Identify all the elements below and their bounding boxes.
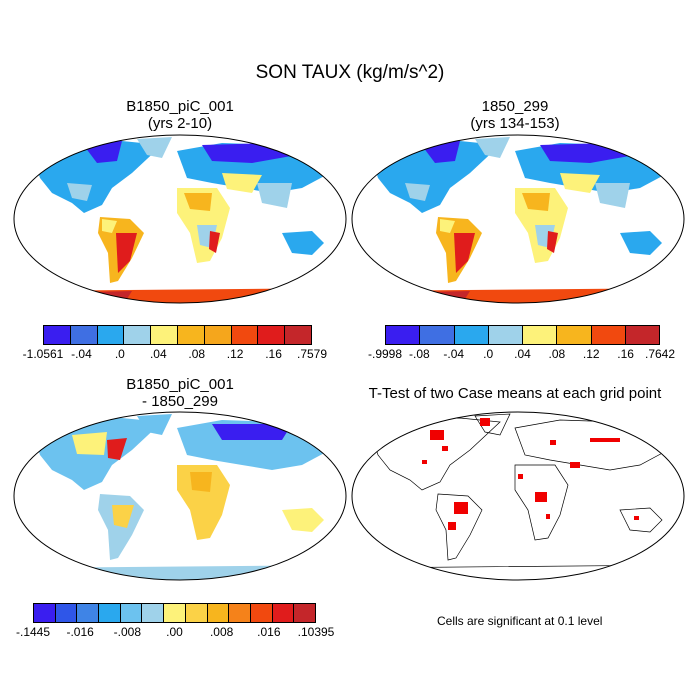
- panel1-land: [14, 137, 346, 303]
- panel1-colorbar: [43, 325, 312, 345]
- colorbar-label: -.1445: [15, 625, 51, 639]
- colorbar-segment: [124, 326, 152, 344]
- colorbar-label: -.04: [443, 347, 465, 361]
- colorbar-segment: [591, 326, 626, 344]
- colorbar-label: .04: [514, 347, 531, 361]
- colorbar-segment: [177, 326, 205, 344]
- colorbar-segment: [285, 326, 311, 344]
- panel1-map-outline: [13, 134, 347, 304]
- panel4-title-line1: T-Test of two Case means at each grid po…: [368, 385, 662, 402]
- panel3-map-outline: [13, 411, 347, 581]
- colorbar-segment: [523, 326, 558, 344]
- colorbar-segment: [250, 604, 273, 622]
- colorbar-label: .7579: [296, 347, 328, 361]
- colorbar-segment: [44, 326, 71, 344]
- colorbar-segment: [185, 604, 208, 622]
- panel4-title: T-Test of two Case means at each grid po…: [340, 385, 690, 402]
- colorbar-label: -.04: [71, 347, 92, 361]
- panel4-coastlines: [352, 413, 684, 580]
- colorbar-label: -.08: [409, 347, 430, 361]
- panel4-significant-cells: [422, 418, 639, 530]
- panel2-title: 1850_299 (yrs 134-153): [390, 98, 640, 132]
- colorbar-segment: [151, 326, 178, 344]
- colorbar-label: -.008: [113, 625, 142, 639]
- colorbar-segment: [97, 326, 125, 344]
- panel2-colorbar: [385, 325, 660, 345]
- colorbar-label: .0: [483, 347, 494, 361]
- colorbar-label: .04: [149, 347, 167, 361]
- colorbar-label: -.9998: [367, 347, 403, 361]
- colorbar-segment: [99, 604, 121, 622]
- colorbar-label: .12: [582, 347, 600, 361]
- colorbar-label: .0: [114, 347, 125, 361]
- colorbar-label: .08: [188, 347, 206, 361]
- panel3-colorbar: [33, 603, 316, 623]
- colorbar-segment: [207, 604, 230, 622]
- significance-note: Cells are significant at 0.1 level: [437, 614, 603, 628]
- panel3-colorbar-labels: -.1445 -.016 -.008 .00 .008 .016 .10395: [16, 625, 334, 639]
- colorbar-segment: [294, 604, 315, 622]
- panel2-map: [351, 134, 685, 304]
- colorbar-segment: [231, 326, 259, 344]
- panel1-title: B1850_piC_001 (yrs 2-10): [60, 98, 300, 132]
- panel3-title-line2: - 1850_299: [142, 393, 218, 410]
- colorbar-segment: [272, 604, 295, 622]
- panel3-map: [13, 411, 347, 581]
- colorbar-segment: [55, 604, 78, 622]
- colorbar-label: .16: [617, 347, 634, 361]
- colorbar-segment: [204, 326, 232, 344]
- panel2-title-line1: 1850_299: [481, 98, 549, 115]
- panel2-land: [352, 137, 684, 303]
- panel3-title: B1850_piC_001 - 1850_299: [60, 376, 300, 410]
- panel3-title-line1: B1850_piC_001: [126, 376, 234, 393]
- panel2-colorbar-labels: -.9998 -.08 -.04 .0 .04 .08 .12 .16 .7642: [368, 347, 675, 361]
- colorbar-segment: [77, 604, 100, 622]
- panel1-title-line1: B1850_piC_001: [126, 98, 234, 115]
- panel2-map-outline: [351, 134, 685, 304]
- panel1-colorbar-labels: -1.0561 -.04 .0 .04 .08 .12 .16 .7579: [23, 347, 327, 361]
- colorbar-label: .008: [209, 625, 234, 639]
- colorbar-label: .00: [166, 625, 183, 639]
- colorbar-segment: [229, 604, 251, 622]
- panel1-title-line2: (yrs 2-10): [147, 115, 213, 132]
- colorbar-segment: [557, 326, 592, 344]
- colorbar-segment: [454, 326, 489, 344]
- colorbar-label: .12: [226, 347, 244, 361]
- colorbar-label: .016: [257, 625, 281, 639]
- colorbar-segment: [34, 604, 56, 622]
- panel4-map: [351, 411, 685, 581]
- colorbar-label: .7642: [644, 347, 676, 361]
- panel4-map-outline: [351, 411, 685, 581]
- colorbar-segment: [120, 604, 143, 622]
- colorbar-label: .08: [548, 347, 566, 361]
- colorbar-label: -.016: [66, 625, 94, 639]
- colorbar-segment: [625, 326, 659, 344]
- colorbar-segment: [164, 604, 186, 622]
- colorbar-label: .10395: [297, 625, 335, 639]
- colorbar-label: .16: [265, 347, 282, 361]
- panel3-land: [14, 414, 346, 580]
- colorbar-segment: [70, 326, 98, 344]
- colorbar-segment: [258, 326, 286, 344]
- colorbar-segment: [142, 604, 165, 622]
- panel2-title-line2: (yrs 134-153): [470, 115, 560, 132]
- colorbar-segment: [386, 326, 421, 344]
- panel1-map: [13, 134, 347, 304]
- colorbar-segment: [488, 326, 523, 344]
- figure-title: SON TAUX (kg/m/s^2): [255, 62, 445, 83]
- colorbar-label: -1.0561: [22, 347, 64, 361]
- colorbar-segment: [420, 326, 455, 344]
